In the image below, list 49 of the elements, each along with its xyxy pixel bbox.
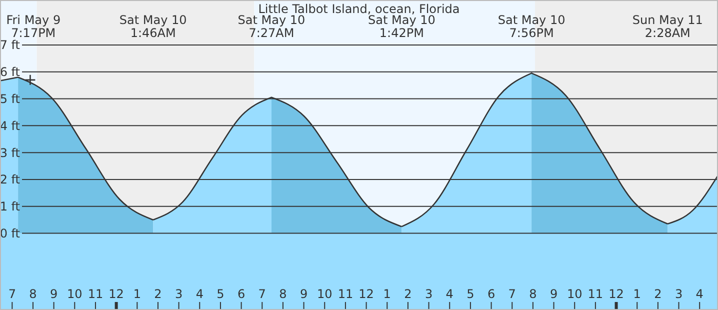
y-tick-label: 4 ft [0,118,20,133]
x-tick-label: 12 [608,287,624,301]
x-tick-label: 9 [550,287,558,301]
annotation: Sat May 10 1:46AM [119,13,187,40]
y-tick-label: 6 ft [0,65,20,80]
y-tick-label: 2 ft [0,172,20,187]
annotation: Sat May 10 1:42PM [368,13,436,40]
x-tick-label: 10 [316,287,332,301]
x-tick-label: 6 [487,287,496,301]
x-tick-label: 4 [446,287,454,301]
x-tick-label: 10 [566,287,582,301]
y-tick-label: 1 ft [0,200,20,214]
x-tick-label: 1 [383,287,391,301]
x-tick-label: 9 [50,287,58,301]
x-tick-label: 10 [67,287,82,301]
x-tick-label: 3 [674,287,683,301]
y-tick-label: 0 ft [0,226,20,241]
x-tick-label: 3 [174,287,183,301]
x-tick-label: 2 [154,287,162,301]
chart-title: Little Talbot Island, ocean, Florida [258,2,460,16]
y-tick-label: 7 ft [0,38,20,52]
x-tick-label: 5 [466,287,474,301]
x-tick-label: 7 [508,287,516,301]
x-tick-label: 11 [338,287,354,301]
x-tick-label: 7 [8,287,16,301]
x-tick-label: 8 [279,287,287,301]
x-tick-label: 8 [529,287,537,301]
x-tick-label: 11 [88,287,104,301]
x-tick-label: 11 [588,287,604,301]
x-tick-label: 2 [404,287,412,301]
x-tick-label: 1 [633,287,641,301]
x-tick-label: 8 [29,287,37,301]
x-tick-label: 6 [237,287,246,301]
x-tick-label: 4 [696,287,704,301]
x-tick-label: 9 [300,287,308,301]
annotation: Sat May 10 7:56PM [498,13,566,40]
x-tick-label: 1 [133,287,141,301]
x-tick-label: 4 [196,287,204,301]
x-tick-label: 5 [216,287,224,301]
y-tick-label: 3 ft [0,146,20,160]
y-tick-label: 5 ft [0,92,20,106]
x-tick-label: 2 [654,287,662,301]
annotation: Sun May 11 2:28AM [632,13,703,40]
x-tick-label: 7 [258,287,266,301]
annotation: Sat May 10 7:27AM [238,13,306,40]
annotation: Fri May 9 7:17PM [6,13,61,40]
x-tick-label: 12 [108,287,124,301]
x-tick-label: 3 [424,287,433,301]
x-tick-label: 12 [358,287,374,301]
